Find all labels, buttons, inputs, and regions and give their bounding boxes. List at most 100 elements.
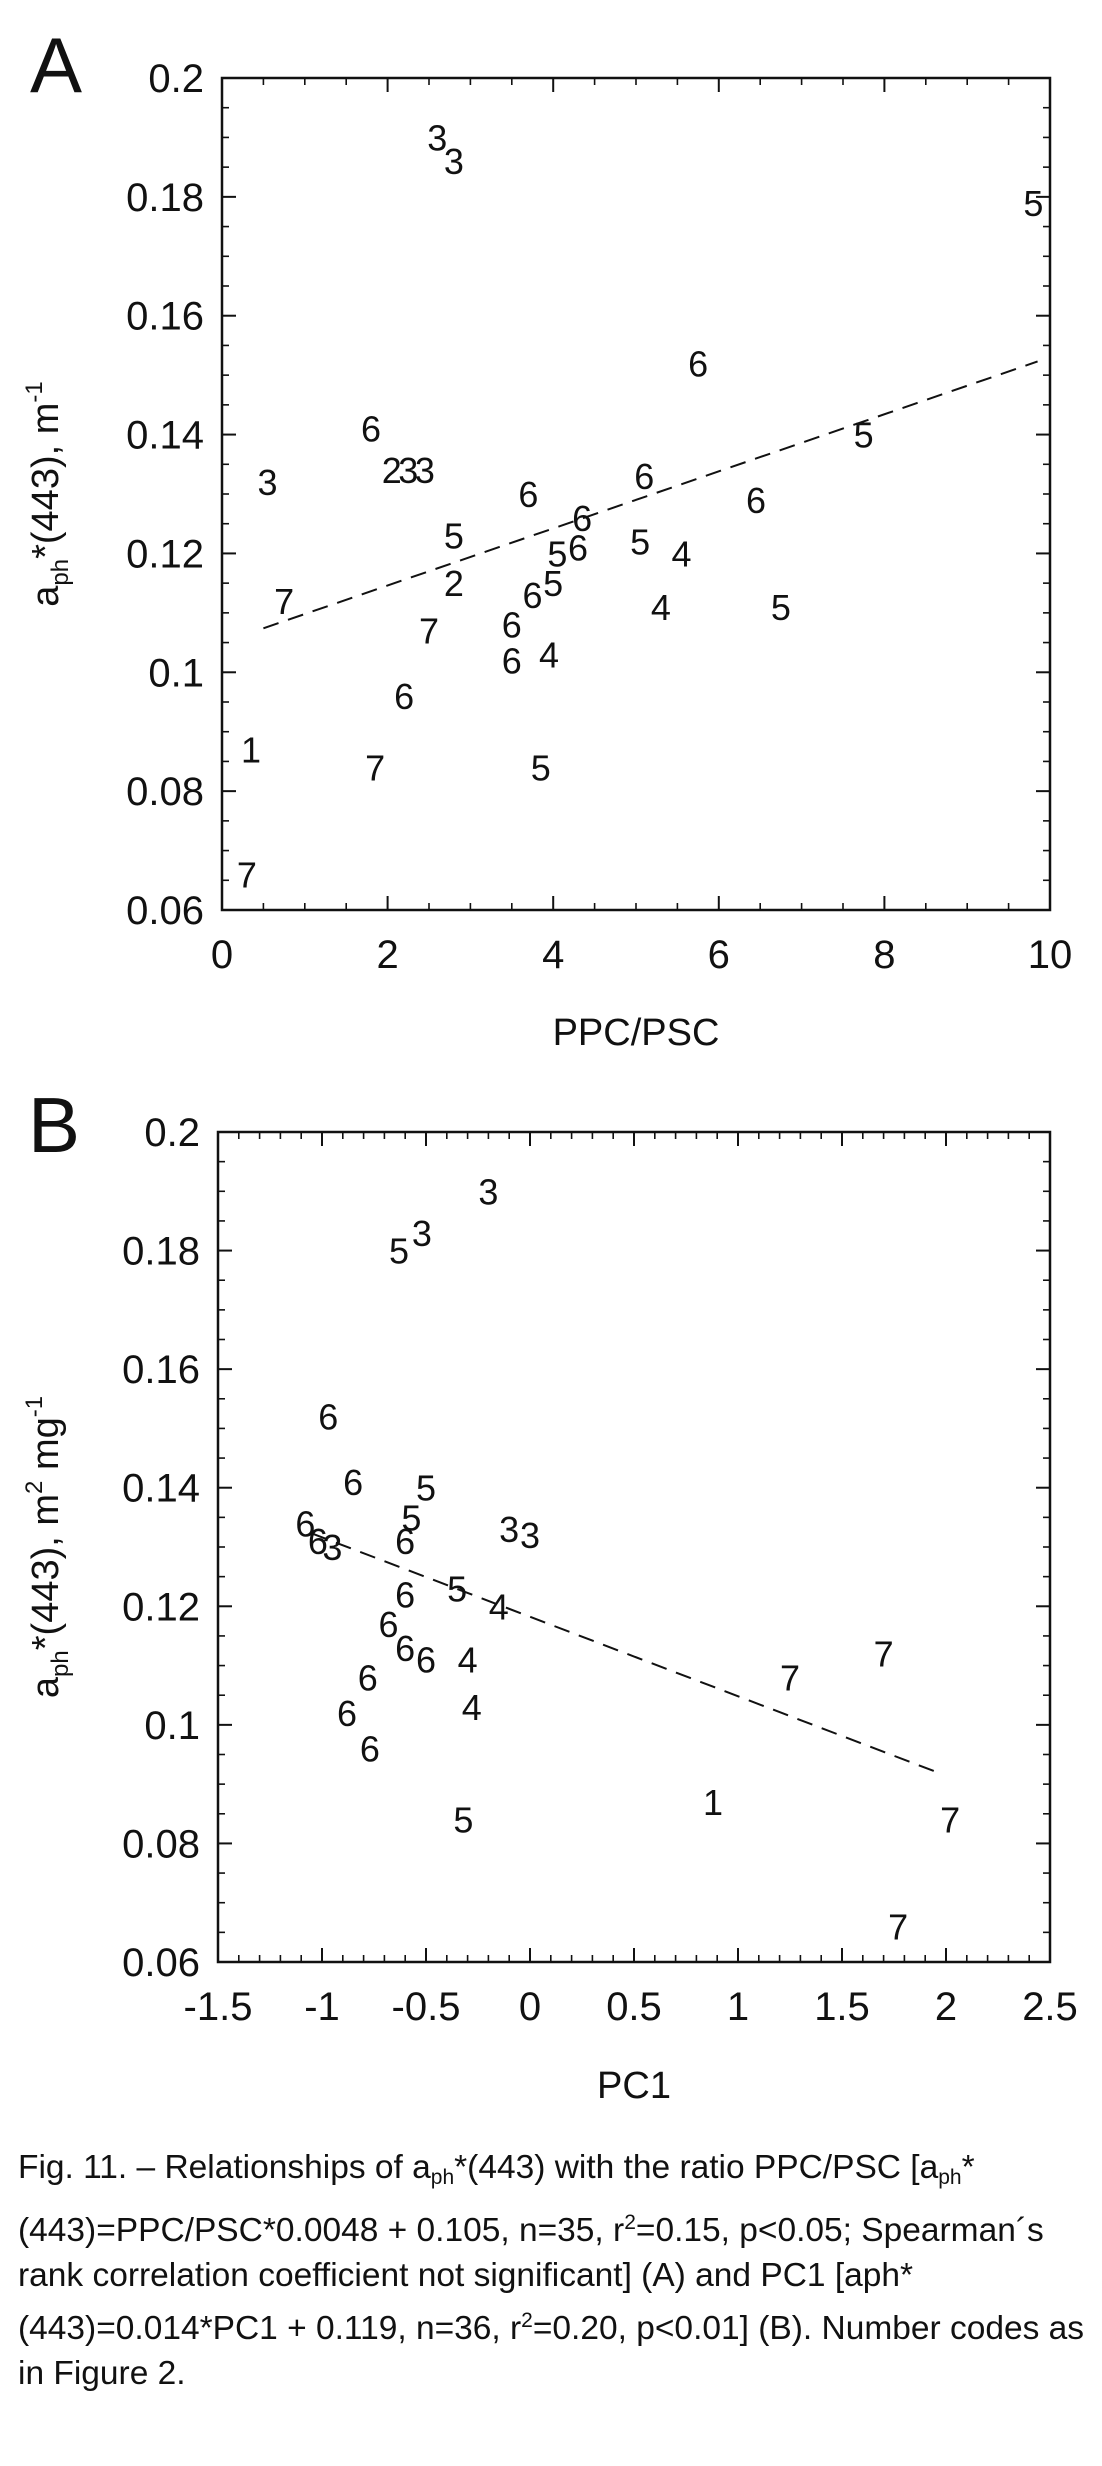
data-point-label: 6: [395, 1521, 415, 1562]
x-tick-label: 2: [935, 1985, 957, 2029]
data-point-label: 5: [447, 1569, 467, 1610]
y-tick-label: 0.08: [126, 770, 204, 814]
y-tick-label: 0.14: [126, 414, 204, 458]
data-point-label: 6: [394, 676, 414, 717]
data-point-label: 5: [416, 1468, 436, 1509]
data-point-label: 5: [543, 563, 563, 604]
data-point-label: 5: [771, 587, 791, 628]
regression-line: [263, 360, 1038, 630]
x-axis-title: PC1: [597, 2065, 671, 2100]
data-point-label: 6: [308, 1521, 328, 1562]
y-tick-label: 0.12: [122, 1585, 200, 1629]
x-tick-label: 6: [708, 933, 730, 977]
data-point-label: 3: [444, 141, 464, 182]
y-tick-label: 0.16: [126, 295, 204, 339]
data-point-label: 3: [520, 1515, 540, 1556]
data-point-label: 6: [502, 640, 522, 681]
x-tick-label: -1: [304, 1985, 340, 2029]
figure-caption: Fig. 11. – Relationships of aph*(443) wi…: [18, 2149, 1085, 2392]
data-point-label: 5: [531, 747, 551, 788]
data-point-label: 6: [746, 480, 766, 521]
data-point-label: 6: [361, 409, 381, 450]
data-point-label: 5: [547, 533, 567, 574]
data-point-label: 3: [478, 1171, 498, 1212]
data-point-label: 4: [462, 1687, 482, 1728]
data-point-label: 7: [780, 1657, 800, 1698]
data-point-label: 3: [258, 462, 278, 503]
data-point-label: 5: [401, 1497, 421, 1538]
data-point-label: 5: [453, 1800, 473, 1841]
data-point-label: 4: [672, 533, 692, 574]
x-tick-label: 0: [211, 933, 233, 977]
y-tick-label: 0.18: [126, 176, 204, 220]
y-axis-title: aph*(443), m2 mg-1: [21, 1396, 74, 1698]
y-tick-label: 0.16: [122, 1348, 200, 1392]
data-point-label: 4: [539, 634, 559, 675]
y-tick-label: 0.06: [122, 1941, 200, 1985]
data-point-label: 6: [360, 1729, 380, 1770]
y-tick-label: 0.2: [148, 57, 204, 101]
data-point-label: 1: [703, 1782, 723, 1823]
data-point-label: 6: [379, 1604, 399, 1645]
y-tick-label: 0.06: [126, 889, 204, 933]
data-point-label: 5: [854, 415, 874, 456]
x-tick-label: 2.5: [1022, 1985, 1078, 2029]
y-tick-label: 0.1: [144, 1704, 200, 1748]
data-point-label: 7: [940, 1800, 960, 1841]
data-point-label: 7: [874, 1634, 894, 1675]
data-point-label: 3: [412, 1213, 432, 1254]
data-point-label: 6: [337, 1693, 357, 1734]
panel-letter: B: [28, 1081, 80, 1169]
data-point-label: 5: [630, 522, 650, 563]
y-axis-title: aph*(443), m-1: [21, 381, 74, 606]
data-point-label: 3: [398, 450, 418, 491]
data-point-label: 6: [395, 1628, 415, 1669]
data-point-label: 6: [688, 343, 708, 384]
data-point-label: 7: [888, 1906, 908, 1947]
x-axis-title: PPC/PSC: [553, 1012, 720, 1054]
data-point-label: 7: [237, 854, 257, 895]
data-point-label: 5: [389, 1231, 409, 1272]
data-point-label: 6: [416, 1640, 436, 1681]
y-title-rest2: mg: [25, 1417, 67, 1480]
data-point-label: 6: [522, 575, 542, 616]
x-tick-label: 2: [376, 933, 398, 977]
y-tick-label: 0.18: [122, 1230, 200, 1274]
y-title-sub: ph: [47, 559, 74, 586]
data-point-label: 6: [518, 474, 538, 515]
y-title-main: a: [25, 1676, 67, 1698]
y-title-rest: *(443), m: [25, 1494, 67, 1650]
x-tick-label: -1.5: [184, 1985, 253, 2029]
y-title-main: a: [25, 585, 67, 607]
data-point-label: 5: [1023, 183, 1043, 224]
data-point-label: 6: [568, 527, 588, 568]
y-title-rest: *(443), m: [25, 403, 67, 559]
data-point-label: 7: [274, 581, 294, 622]
data-point-label: 6: [572, 498, 592, 539]
data-point-label: 5: [444, 516, 464, 557]
data-point-label: 2: [444, 563, 464, 604]
data-point-label: 6: [318, 1397, 338, 1438]
y-title-sub: ph: [47, 1650, 74, 1677]
data-point-label: 7: [365, 747, 385, 788]
figure: A0 2 4 6 8 100.060.080.10.120.140.160.180.2PP…: [21, 21, 1078, 2100]
x-tick-label: 0: [519, 1985, 541, 2029]
x-tick-label: 4: [542, 933, 564, 977]
x-tick-label: 1.5: [814, 1985, 870, 2029]
data-point-label: 3: [499, 1509, 519, 1550]
y-tick-label: 0.1: [148, 651, 204, 695]
x-tick-label: 0.5: [606, 1985, 662, 2029]
data-point-label: 6: [295, 1503, 315, 1544]
data-point-label: 6: [502, 605, 522, 646]
y-tick-label: 0.2: [144, 1111, 200, 1155]
data-point-label: 6: [343, 1462, 363, 1503]
data-point-label: 4: [489, 1586, 509, 1627]
x-tick-label: 1: [727, 1985, 749, 2029]
y-tick-label: 0.08: [122, 1822, 200, 1866]
x-tick-label: -0.5: [392, 1985, 461, 2029]
data-point-label: 1: [241, 730, 261, 771]
plot-frame: [216, 1130, 1052, 1964]
regression-line: [311, 1532, 943, 1775]
data-point-label: 6: [395, 1574, 415, 1615]
y-tick-label: 0.12: [126, 532, 204, 576]
